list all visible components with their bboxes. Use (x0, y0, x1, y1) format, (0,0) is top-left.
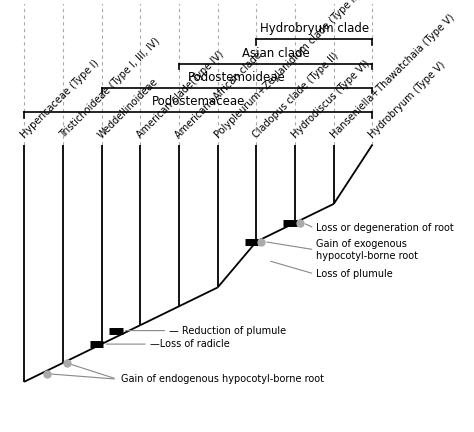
Text: Hydrobryum clade: Hydrobryum clade (260, 22, 369, 35)
Text: Hydrodiscus (Type VI): Hydrodiscus (Type VI) (290, 59, 372, 140)
Text: Gain of endogenous hypocotyl-borne root: Gain of endogenous hypocotyl-borne root (121, 374, 324, 384)
Text: Podostemoideae: Podostemoideae (188, 71, 286, 84)
Text: Loss of plumule: Loss of plumule (316, 269, 393, 279)
Text: Asian clade: Asian clade (242, 47, 310, 60)
Text: Podostemaceae: Podostemaceae (152, 95, 245, 108)
Text: Tristichoideae (Type I, III, IV): Tristichoideae (Type I, III, IV) (58, 36, 162, 140)
Text: —Loss of radicle: —Loss of radicle (150, 339, 229, 349)
Text: Loss or degeneration of root: Loss or degeneration of root (316, 223, 454, 233)
Text: Weddellinoideae: Weddellinoideae (96, 76, 160, 140)
Text: American clade(Type IV): American clade(Type IV) (135, 50, 226, 140)
Text: — Reduction of plumule: — Reduction of plumule (169, 326, 286, 336)
Text: Hydrobryum (Type V): Hydrobryum (Type V) (367, 60, 447, 140)
Text: Hanseniella+Thawatchaia (Type V): Hanseniella+Thawatchaia (Type V) (328, 13, 456, 140)
Text: Hypericaceae (Type I): Hypericaceae (Type I) (19, 58, 101, 140)
Text: American+African clade: American+African clade (174, 50, 264, 140)
Text: Polypleurum+Zeylanidium clade (Type II): Polypleurum+Zeylanidium clade (Type II) (212, 0, 362, 140)
Text: Gain of exogenous
hypocotyl-borne root: Gain of exogenous hypocotyl-borne root (316, 239, 419, 260)
Text: Cladopus clade (Type II): Cladopus clade (Type II) (251, 51, 341, 140)
